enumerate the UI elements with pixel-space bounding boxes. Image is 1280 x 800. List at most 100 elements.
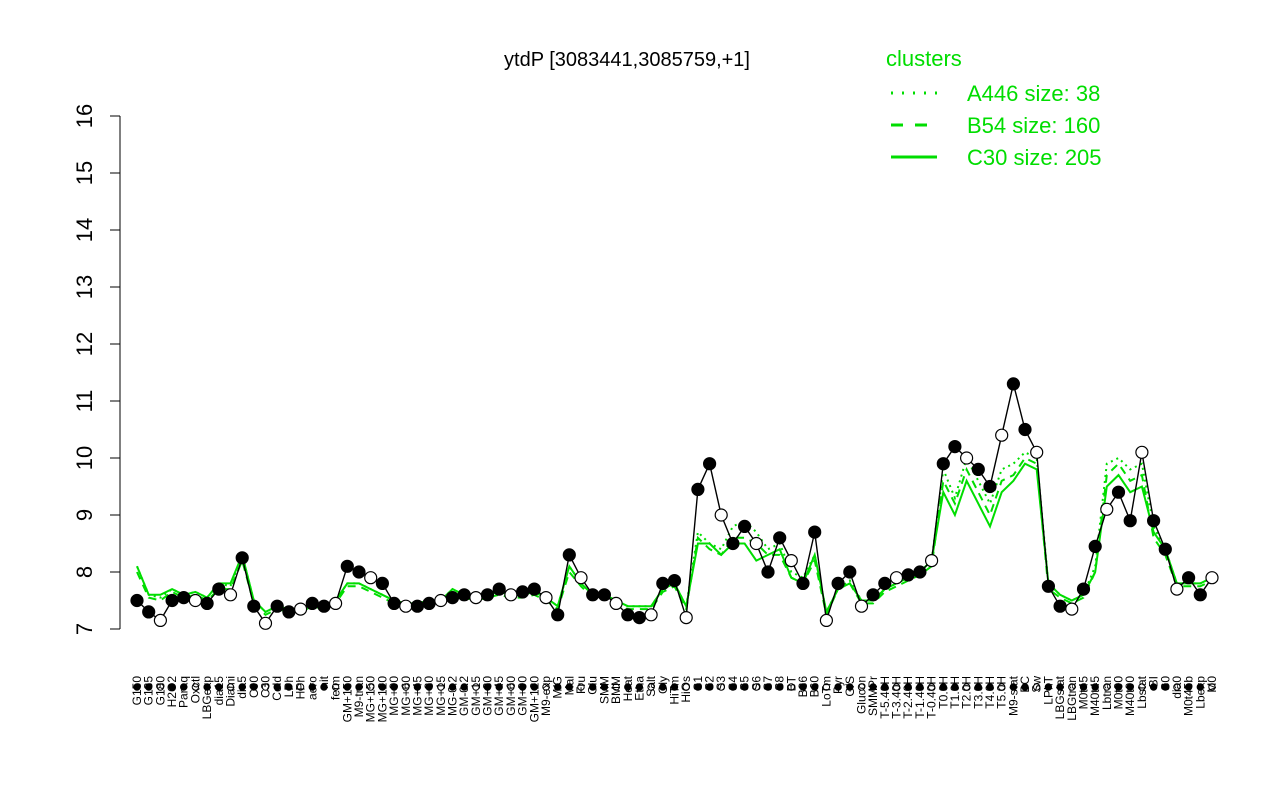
x-tick-label: G150 [130,676,144,706]
chart-title: ytdP [3083441,3085759,+1] [504,49,750,71]
data-point [340,559,354,573]
y-axis: 7 8 9 10 11 12 13 14 15 16 [72,104,121,635]
x-tick-label: GM+30 [481,676,495,716]
data-point [726,536,740,551]
data-point [691,482,705,496]
x-tick-mark [939,683,947,691]
x-tick-mark [215,683,223,691]
x-tick-mark [659,683,667,691]
x-tick-mark [448,683,457,691]
x-tick-label: T-2.40H [901,676,915,719]
x-tick-mark [261,683,270,691]
x-tick-label: S7 [761,676,775,691]
x-tick-label: GM+60 [504,676,518,716]
x-tick-label: Lbtran [1100,676,1114,710]
data-point [504,588,518,602]
x-tick-mark [1149,683,1158,691]
x-tick-label: Salt [644,675,658,696]
data-point [469,590,483,605]
data-point [831,576,845,591]
x-tick-mark [624,683,632,691]
data-point [434,593,448,608]
data-point [971,462,985,476]
x-tick-mark [834,683,842,691]
x-tick-label: BT [784,675,798,691]
x-tick-mark [483,683,492,691]
x-tick-mark [1161,683,1170,691]
data-point [773,531,787,545]
x-tick-mark [518,683,527,691]
x-tick-mark [1208,683,1216,691]
legend-title: clusters [886,46,962,71]
data-point [702,457,717,471]
x-tick-label: S1 [691,676,705,691]
x-tick-label: SMM [597,676,611,704]
x-tick-label: MG-0.2 [446,676,460,716]
x-tick-label: Etha [632,676,646,701]
x-tick-label: MG+120 [375,676,389,723]
x-axis: G150G135G180H2O2ParaqOxctlLBGexpdia15Dia… [130,675,1219,722]
data-point [317,599,331,613]
legend-label-a446: A446 size: 38 [967,81,1100,106]
data-point [1065,602,1079,616]
x-tick-mark [1091,683,1099,691]
series-points [130,377,1219,630]
x-tick-mark [413,683,422,691]
x-tick-label: G/S [843,676,857,697]
x-tick-label: HPh [294,676,308,699]
x-tick-mark [647,683,655,691]
x-tick-label: MG+150 [364,676,378,723]
x-tick-label: SMMPr [866,676,880,716]
x-tick-label: T3.0H [971,676,985,709]
x-tick-mark [705,683,714,691]
data-point [995,428,1009,442]
data-point [364,571,378,585]
x-tick-label: G135 [142,676,156,706]
x-tick-label: LBGexp [200,676,214,720]
x-tick-label: dia0 [1170,676,1184,699]
x-tick-label: HiOs [679,676,693,703]
x-tick-label: S6 [749,676,763,691]
x-tick-label: T-5.40H [878,676,892,719]
data-point [387,596,401,611]
x-tick-mark [682,683,690,691]
x-tick-label: M/G [551,676,565,699]
x-tick-mark [285,683,293,691]
data-point [1111,485,1126,499]
data-point [153,613,167,628]
data-point [551,608,565,622]
x-tick-label: Heat [621,675,635,701]
x-tick-mark [554,683,562,691]
data-point [235,551,249,565]
y-tick-label: 9 [72,509,97,521]
data-point [784,553,798,568]
x-tick-mark [320,683,328,691]
x-tick-mark [589,683,597,691]
data-point [796,576,810,591]
x-tick-mark [355,683,363,691]
data-point [597,588,612,602]
data-point [223,588,238,602]
data-point [983,479,997,494]
x-tick-label: G180 [153,676,167,706]
x-tick-label: S8 [773,676,787,691]
x-tick-mark [156,683,165,691]
x-tick-label: MG+45 [410,676,424,716]
data-point [1135,445,1149,459]
data-point [457,588,471,602]
x-tick-mark [904,683,912,691]
x-tick-label: S4 [726,676,740,691]
data-point [948,440,962,454]
y-tick-label: 8 [72,566,97,578]
legend-label-c30: C30 size: 205 [967,145,1102,170]
x-tick-label: M9-exp [539,676,553,716]
x-tick-mark [226,683,235,691]
data-point [1146,514,1161,528]
data-point [878,576,892,591]
x-tick-label: B60 [808,676,822,698]
data-point [737,519,752,534]
x-tick-mark [273,683,281,691]
data-point [492,582,506,596]
x-tick-mark [1068,683,1076,691]
